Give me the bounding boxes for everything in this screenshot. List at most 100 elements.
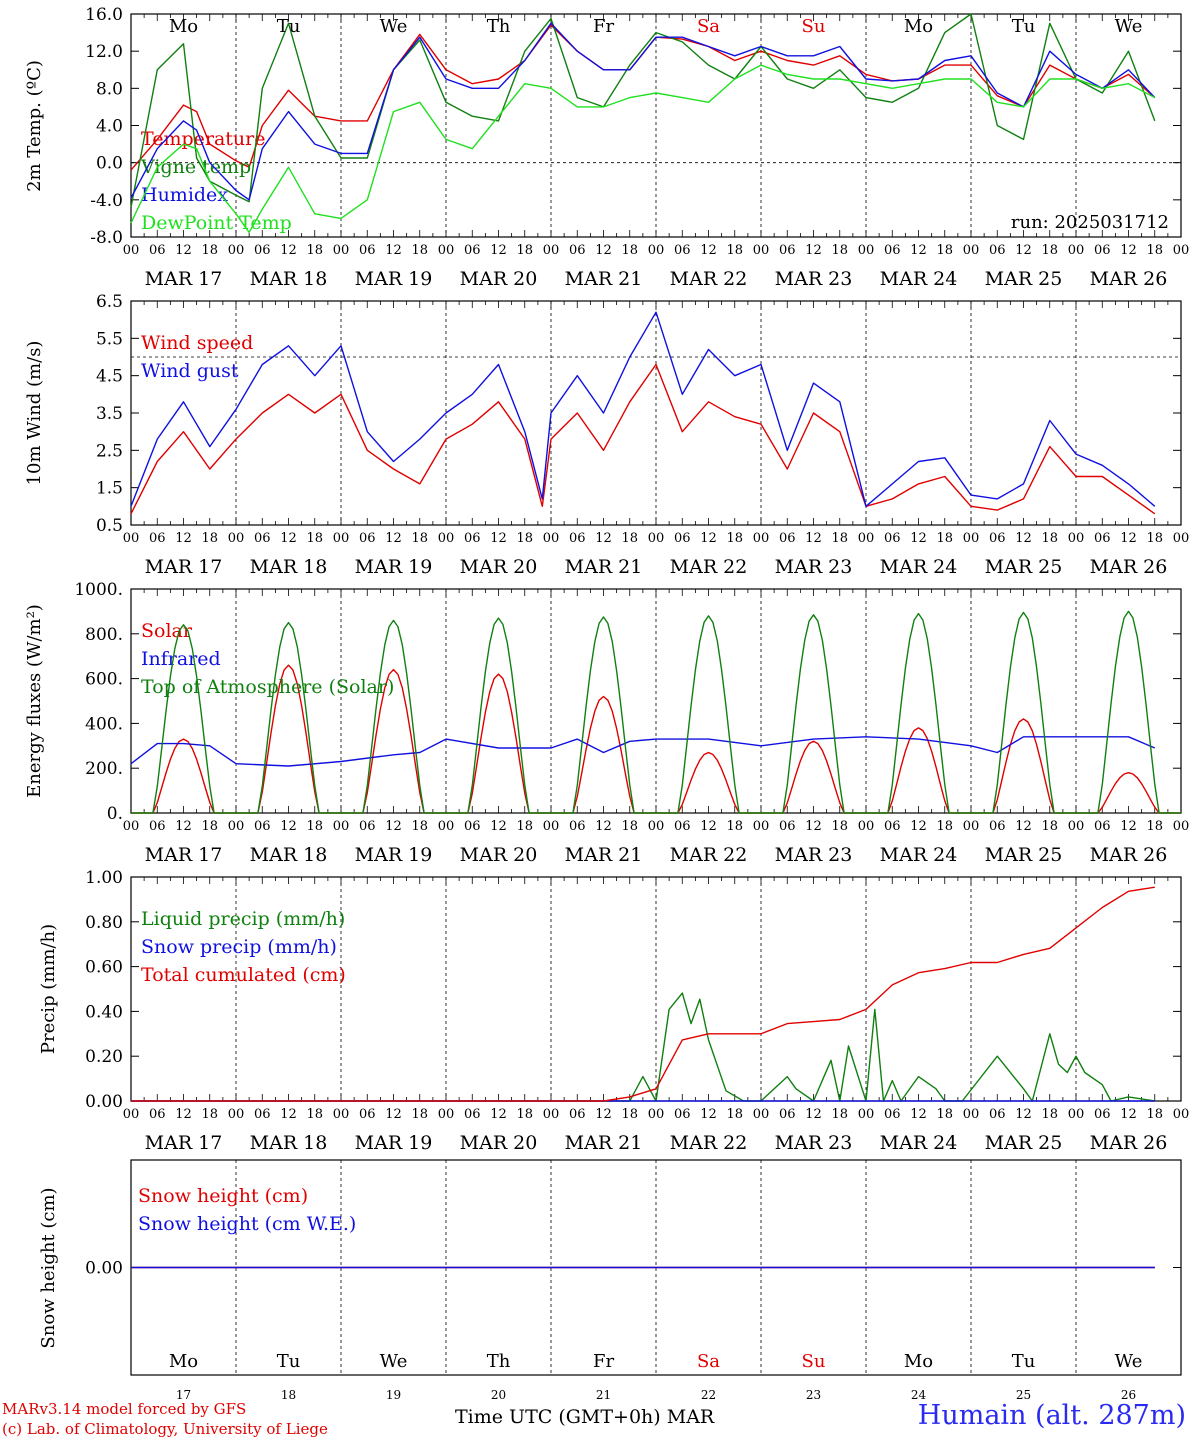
x-hour-label: 12 — [1120, 1107, 1137, 1122]
x-hour-label: 06 — [464, 243, 481, 258]
x-date-label: MAR 18 — [250, 844, 328, 866]
x-hour-label: 12 — [805, 531, 822, 546]
x-hour-label: 18 — [411, 531, 428, 546]
day-number-label: 20 — [491, 1388, 506, 1402]
weekday-label: Sa — [697, 1351, 720, 1372]
x-hour-label: 12 — [1120, 819, 1137, 834]
x-hour-label: 00 — [333, 531, 350, 546]
x-hour-label: 06 — [464, 531, 481, 546]
weekday-label: Th — [487, 16, 511, 37]
x-hour-label: 12 — [280, 819, 297, 834]
x-date-label: MAR 25 — [985, 844, 1063, 866]
legend-entry: Wind gust — [141, 360, 239, 382]
x-hour-label: 18 — [831, 531, 848, 546]
x-hour-label: 06 — [989, 1107, 1006, 1122]
legend-entry: Infrared — [141, 648, 221, 670]
x-date-label: MAR 19 — [355, 268, 433, 290]
x-hour-label: 18 — [936, 1107, 953, 1122]
x-hour-label: 12 — [385, 243, 402, 258]
y-tick-label: 4.5 — [96, 367, 123, 387]
x-date-label: MAR 20 — [460, 268, 538, 290]
x-hour-label: 06 — [989, 531, 1006, 546]
x-hour-label: 00 — [438, 1107, 455, 1122]
x-hour-label: 18 — [516, 1107, 533, 1122]
x-hour-label: 06 — [254, 1107, 271, 1122]
x-hour-label: 00 — [963, 819, 980, 834]
x-hour-label: 00 — [1068, 243, 1085, 258]
weekday-label: Su — [802, 1351, 826, 1372]
x-hour-label: 18 — [306, 531, 323, 546]
y-axis-label: 2m Temp. (ºC) — [24, 60, 45, 192]
day-number-label: 22 — [701, 1388, 716, 1402]
x-hour-label: 12 — [280, 531, 297, 546]
x-hour-label: 18 — [936, 819, 953, 834]
x-hour-label: 06 — [1094, 1107, 1111, 1122]
y-tick-label: 3.5 — [96, 404, 123, 424]
x-date-label: MAR 24 — [880, 556, 958, 578]
x-hour-label: 12 — [910, 1107, 927, 1122]
x-date-label: MAR 23 — [775, 556, 853, 578]
y-tick-label: 1.5 — [96, 479, 123, 499]
y-axis-label: Snow height (cm) — [38, 1187, 59, 1348]
series-humidex — [130, 22, 1156, 201]
x-hour-label: 00 — [1173, 531, 1190, 546]
x-hour-label: 00 — [1173, 1107, 1190, 1122]
y-tick-label: 0.60 — [85, 958, 123, 978]
legend-entry: Wind speed — [141, 332, 253, 354]
y-tick-label: 8.0 — [96, 79, 123, 99]
series-total-cumulated-cm — [131, 886, 1155, 1102]
x-hour-label: 00 — [1068, 819, 1085, 834]
series-top-of-atmosphere-solar — [131, 610, 1181, 814]
x-hour-label: 00 — [1068, 1107, 1085, 1122]
x-hour-label: 12 — [700, 1107, 717, 1122]
x-hour-label: 06 — [674, 531, 691, 546]
x-hour-label: 00 — [333, 243, 350, 258]
x-hour-label: 00 — [123, 1107, 140, 1122]
x-hour-label: 12 — [910, 243, 927, 258]
x-hour-label: 18 — [411, 243, 428, 258]
x-hour-label: 06 — [254, 243, 271, 258]
y-tick-label: 1.00 — [85, 868, 123, 888]
y-tick-label: 800. — [85, 625, 123, 645]
series-dewpoint-temp — [130, 64, 1156, 234]
x-hour-label: 06 — [989, 243, 1006, 258]
x-hour-label: 06 — [569, 243, 586, 258]
weekday-label: Mo — [904, 1351, 933, 1372]
day-number-label: 18 — [281, 1388, 296, 1402]
weekday-label: Tu — [277, 1351, 301, 1372]
x-axis-title-text: Time UTC (GMT+0h) — [455, 1406, 661, 1428]
x-hour-label: 06 — [254, 531, 271, 546]
x-date-label: MAR 26 — [1090, 844, 1168, 866]
x-hour-label: 12 — [1015, 1107, 1032, 1122]
x-hour-label: 06 — [989, 819, 1006, 834]
x-hour-label: 06 — [149, 819, 166, 834]
x-hour-label: 00 — [438, 243, 455, 258]
y-tick-label: 0.0 — [96, 154, 123, 174]
x-hour-label: 00 — [753, 243, 770, 258]
y-tick-label: -8.0 — [90, 228, 123, 248]
series-vigne-temp — [130, 13, 1156, 208]
series-wind-gust — [130, 311, 1156, 507]
x-hour-label: 00 — [753, 819, 770, 834]
legend-entry: Total cumulated (cm) — [141, 964, 346, 986]
x-hour-label: 12 — [175, 819, 192, 834]
x-hour-label: 12 — [1120, 243, 1137, 258]
x-hour-label: 18 — [1041, 1107, 1058, 1122]
x-hour-label: 06 — [149, 531, 166, 546]
x-hour-label: 12 — [1015, 243, 1032, 258]
x-hour-label: 00 — [963, 531, 980, 546]
x-hour-label: 12 — [700, 531, 717, 546]
legend-entry: Snow precip (mm/h) — [141, 936, 337, 958]
x-hour-label: 18 — [831, 243, 848, 258]
x-date-label: MAR 20 — [460, 1132, 538, 1154]
x-date-label: MAR 22 — [670, 844, 748, 866]
x-hour-label: 18 — [201, 1107, 218, 1122]
x-date-label: MAR 23 — [775, 1132, 853, 1154]
x-hour-label: 00 — [123, 243, 140, 258]
x-hour-label: 12 — [175, 1107, 192, 1122]
legend-entry: Snow height (cm W.E.) — [138, 1213, 356, 1235]
x-hour-label: 00 — [963, 1107, 980, 1122]
x-hour-label: 12 — [910, 819, 927, 834]
legend-entry: DewPoint Temp — [141, 212, 292, 234]
series-wind-speed — [130, 363, 1156, 515]
